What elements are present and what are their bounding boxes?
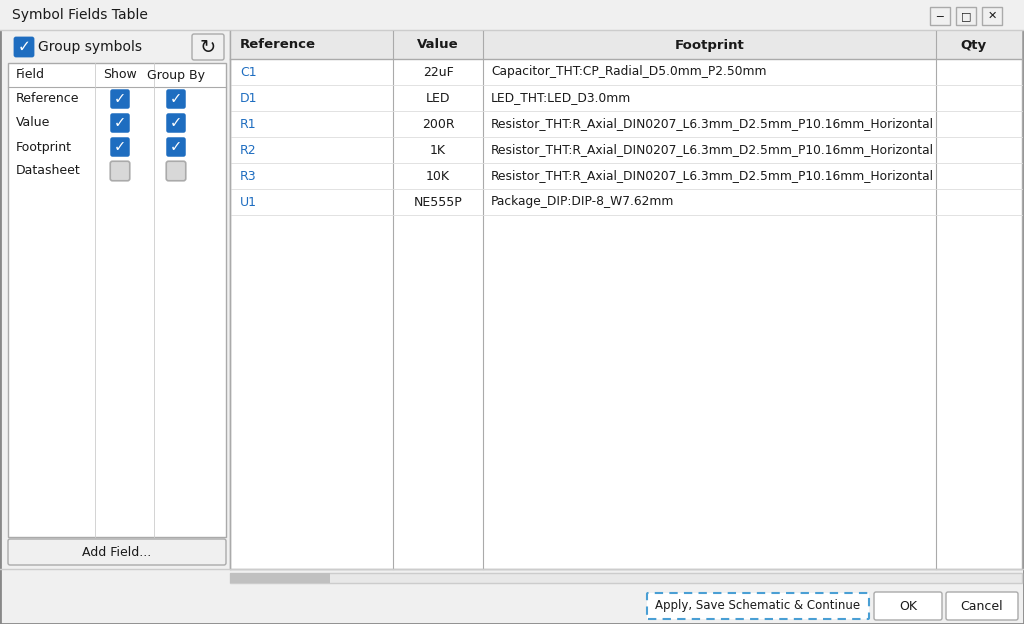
FancyBboxPatch shape <box>946 592 1018 620</box>
Text: ✓: ✓ <box>17 39 31 54</box>
Text: Footprint: Footprint <box>16 140 72 154</box>
Text: R3: R3 <box>240 170 257 182</box>
FancyBboxPatch shape <box>166 161 185 181</box>
Text: D1: D1 <box>240 92 257 104</box>
Text: ↻: ↻ <box>200 37 216 57</box>
Text: Value: Value <box>417 39 459 52</box>
Text: Apply, Save Schematic & Continue: Apply, Save Schematic & Continue <box>655 600 860 613</box>
FancyBboxPatch shape <box>13 37 35 57</box>
Bar <box>8 63 226 537</box>
Text: ✓: ✓ <box>114 92 126 107</box>
Text: Group symbols: Group symbols <box>38 40 142 54</box>
Text: 10K: 10K <box>426 170 450 182</box>
Text: Reference: Reference <box>16 92 80 105</box>
Text: Cancel: Cancel <box>961 600 1004 613</box>
Text: 200R: 200R <box>422 117 455 130</box>
FancyBboxPatch shape <box>111 89 130 109</box>
FancyBboxPatch shape <box>166 137 185 157</box>
FancyBboxPatch shape <box>647 593 869 619</box>
Text: Resistor_THT:R_Axial_DIN0207_L6.3mm_D2.5mm_P10.16mm_Horizontal: Resistor_THT:R_Axial_DIN0207_L6.3mm_D2.5… <box>490 117 934 130</box>
FancyBboxPatch shape <box>166 113 185 133</box>
Text: Group By: Group By <box>147 69 205 82</box>
Text: Symbol Fields Table: Symbol Fields Table <box>12 8 147 22</box>
FancyBboxPatch shape <box>193 34 224 60</box>
FancyBboxPatch shape <box>111 137 130 157</box>
Bar <box>982 7 1002 25</box>
Text: 22uF: 22uF <box>423 66 454 79</box>
Text: Capacitor_THT:CP_Radial_D5.0mm_P2.50mm: Capacitor_THT:CP_Radial_D5.0mm_P2.50mm <box>490 66 767 79</box>
FancyBboxPatch shape <box>874 592 942 620</box>
Text: Value: Value <box>16 117 50 130</box>
Text: Footprint: Footprint <box>675 39 744 52</box>
Text: C1: C1 <box>240 66 257 79</box>
Text: OK: OK <box>899 600 918 613</box>
Text: Package_DIP:DIP-8_W7.62mm: Package_DIP:DIP-8_W7.62mm <box>490 195 675 208</box>
Text: Show: Show <box>103 69 137 82</box>
FancyBboxPatch shape <box>111 113 130 133</box>
Bar <box>230 31 1022 59</box>
Text: ─: ─ <box>937 11 943 21</box>
Text: Resistor_THT:R_Axial_DIN0207_L6.3mm_D2.5mm_P10.16mm_Horizontal: Resistor_THT:R_Axial_DIN0207_L6.3mm_D2.5… <box>490 170 934 182</box>
Text: Resistor_THT:R_Axial_DIN0207_L6.3mm_D2.5mm_P10.16mm_Horizontal: Resistor_THT:R_Axial_DIN0207_L6.3mm_D2.5… <box>490 144 934 157</box>
Text: 1K: 1K <box>430 144 446 157</box>
Text: LED: LED <box>426 92 451 104</box>
FancyBboxPatch shape <box>166 89 185 109</box>
Bar <box>0 0 1024 30</box>
Text: ✓: ✓ <box>170 92 182 107</box>
Text: R2: R2 <box>240 144 257 157</box>
Text: NE555P: NE555P <box>414 195 463 208</box>
Text: Add Field...: Add Field... <box>82 545 152 558</box>
Text: Datasheet: Datasheet <box>16 165 81 177</box>
Text: Reference: Reference <box>240 39 316 52</box>
Text: Field: Field <box>16 69 45 82</box>
Bar <box>930 7 950 25</box>
Text: □: □ <box>961 11 971 21</box>
Bar <box>230 573 1022 583</box>
Text: U1: U1 <box>240 195 257 208</box>
FancyBboxPatch shape <box>8 539 226 565</box>
Text: ✓: ✓ <box>170 115 182 130</box>
Bar <box>230 573 330 583</box>
Text: ✓: ✓ <box>114 115 126 130</box>
FancyBboxPatch shape <box>111 161 130 181</box>
Text: ✓: ✓ <box>114 140 126 155</box>
Text: ✕: ✕ <box>987 11 996 21</box>
Text: Qty: Qty <box>959 39 986 52</box>
Bar <box>8 31 226 63</box>
Text: R1: R1 <box>240 117 257 130</box>
Bar <box>230 31 1022 569</box>
Bar <box>956 7 976 25</box>
Text: LED_THT:LED_D3.0mm: LED_THT:LED_D3.0mm <box>490 92 631 104</box>
Text: ✓: ✓ <box>170 140 182 155</box>
